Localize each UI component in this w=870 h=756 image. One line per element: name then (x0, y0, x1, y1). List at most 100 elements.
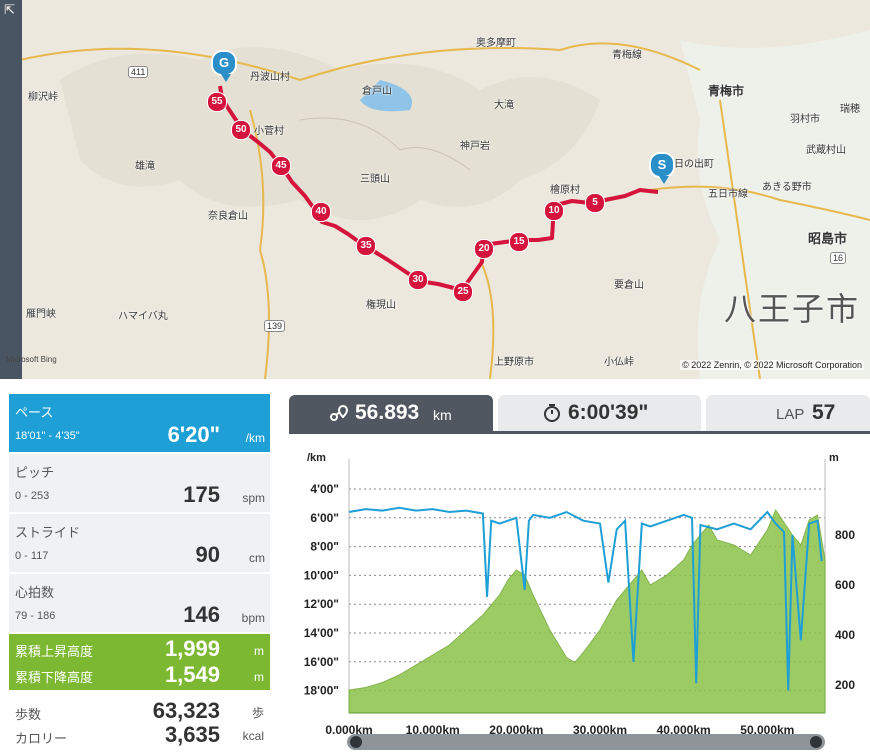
map-canvas[interactable] (0, 0, 870, 379)
pace-label: ペース (15, 405, 54, 420)
km-marker[interactable]: 20 (474, 239, 494, 259)
heart-rate-card[interactable]: 心拍数 79 - 186 146 bpm (9, 574, 270, 634)
stride-value: 90 (195, 542, 220, 567)
stride-range: 0 - 117 (15, 550, 49, 562)
y-tick-label: 4'00" (310, 482, 339, 496)
y-tick-label: 16'00" (304, 655, 339, 669)
pitch-value: 175 (183, 482, 220, 507)
elevation-card[interactable]: 累積上昇高度 1,999 m 累積下降高度 1,549 m (9, 634, 270, 692)
map-label: あきる野市 (762, 182, 812, 193)
y2-tick-label: 400 (835, 628, 855, 642)
goal-marker-label: G (218, 55, 230, 70)
y2-tick-label: 600 (835, 578, 855, 592)
heart-rate-value: 146 (183, 602, 220, 627)
pace-unit: /km (245, 431, 265, 445)
y-tick-label: 18'00" (304, 684, 339, 698)
km-marker[interactable]: 25 (453, 282, 473, 302)
pitch-card[interactable]: ピッチ 0 - 253 175 spm (9, 454, 270, 514)
map-label: 大滝 (494, 100, 514, 111)
route-distance-icon (329, 403, 349, 428)
map-label: 奥多摩町 (476, 38, 516, 49)
km-marker[interactable]: 30 (408, 270, 428, 290)
map-label: 五日市線 (708, 189, 748, 200)
collapse-icon[interactable]: ⇱ (4, 2, 15, 17)
map-label: 昭島市 (808, 231, 848, 246)
x-tick-label: 30.000km (573, 723, 627, 737)
pitch-label: ピッチ (15, 465, 55, 480)
tab-distance[interactable]: 56.893 km (289, 395, 493, 431)
descent-label: 累積下降高度 (15, 670, 94, 685)
calories-label: カロリー (15, 731, 68, 746)
heart-rate-unit: bpm (241, 611, 265, 625)
heart-rate-label: 心拍数 (15, 585, 55, 600)
y2-axis-title: m (829, 452, 839, 464)
elevation-area (348, 508, 826, 714)
start-marker-label: S (657, 157, 667, 172)
km-marker[interactable]: 50 (231, 120, 251, 140)
chart-canvas[interactable]: /km 4'00" 6'00" 8'00" 10'00" 12'00" 14'00" 16'0… (289, 434, 870, 751)
range-start-handle[interactable] (350, 736, 362, 748)
km-marker[interactable]: 5 (585, 193, 605, 213)
chart-range-scrollbar[interactable] (347, 734, 825, 750)
summary-tabs: 56.893 km 6:00'39" LAP 57 (289, 395, 870, 431)
time-value: 6:00'39" (568, 401, 649, 424)
distance-value: 56.893 (355, 401, 420, 424)
pace-line (348, 506, 823, 691)
map-label: 雄滝 (135, 161, 155, 172)
bing-credit: Microsoft Bing (6, 355, 57, 364)
map-label: 羽村市 (790, 114, 820, 125)
descent-unit: m (254, 670, 264, 684)
goal-marker[interactable]: G (211, 50, 237, 82)
x-tick-label: 50.000km (740, 723, 794, 737)
y-tick-label: 14'00" (304, 626, 339, 640)
map-copyright: © 2022 Zenrin, © 2022 Microsoft Corporat… (680, 360, 864, 370)
map-label: 神戸岩 (460, 141, 490, 152)
stride-unit: cm (249, 551, 265, 565)
map-label: 小菅村 (254, 126, 284, 137)
steps-unit: 歩 (251, 706, 264, 720)
start-marker[interactable]: S (649, 152, 675, 184)
x-tick-label: 40.000km (657, 723, 711, 737)
stride-card[interactable]: ストライド 0 - 117 90 cm (9, 514, 270, 574)
map-label: 青梅線 (612, 50, 642, 61)
map-label: 武蔵村山 (806, 145, 846, 156)
steps-value: 63,323 (152, 698, 220, 723)
y-axis-title: /km (307, 452, 326, 464)
tab-time[interactable]: 6:00'39" (498, 395, 701, 431)
calories-value: 3,635 (164, 722, 220, 747)
range-end-handle[interactable] (810, 736, 822, 748)
route-map[interactable]: ⇱ 丹波山村 小菅村 奥多摩町 青梅市 倉戸山 大滝 神戸岩 三頭山 雄滝 檜原… (0, 0, 870, 379)
distance-unit: km (433, 407, 452, 423)
lap-label: LAP (776, 406, 805, 423)
tab-lap[interactable]: LAP 57 (706, 395, 870, 431)
map-label: 青梅市 (708, 84, 745, 98)
pace-card[interactable]: ペース 18'01" - 4'35" 6'20" /km (9, 394, 270, 454)
road-sign: 16 (830, 252, 847, 264)
km-marker[interactable]: 45 (271, 156, 291, 176)
map-label: 上野原市 (494, 357, 534, 368)
pace-elevation-chart[interactable]: /km 4'00" 6'00" 8'00" 10'00" 12'00" 14'00" 16'0… (289, 431, 870, 754)
ascent-value: 1,999 (164, 636, 220, 661)
map-label: 八王子市 (724, 291, 861, 327)
map-label: 雁門峡 (26, 309, 56, 320)
map-label: 小仏峠 (604, 357, 634, 368)
heart-rate-range: 79 - 186 (15, 610, 56, 622)
descent-value: 1,549 (164, 662, 220, 687)
km-marker[interactable]: 15 (509, 232, 529, 252)
km-marker[interactable]: 35 (356, 236, 376, 256)
pace-range: 18'01" - 4'35" (15, 430, 80, 442)
map-label: 柳沢峠 (28, 92, 58, 103)
km-marker[interactable]: 40 (311, 202, 331, 222)
ascent-unit: m (254, 644, 264, 658)
map-label: 奈良倉山 (208, 211, 248, 222)
km-marker[interactable]: 55 (207, 92, 227, 112)
map-label: 要倉山 (614, 280, 644, 291)
map-side-panel: ⇱ (0, 0, 22, 379)
pitch-unit: spm (242, 491, 265, 505)
y2-tick-label: 800 (835, 528, 855, 542)
stride-label: ストライド (15, 525, 81, 540)
road-sign: 411 (128, 66, 149, 78)
y-tick-label: 12'00" (304, 597, 339, 611)
km-marker[interactable]: 10 (544, 201, 564, 221)
y2-tick-label: 200 (835, 678, 855, 692)
